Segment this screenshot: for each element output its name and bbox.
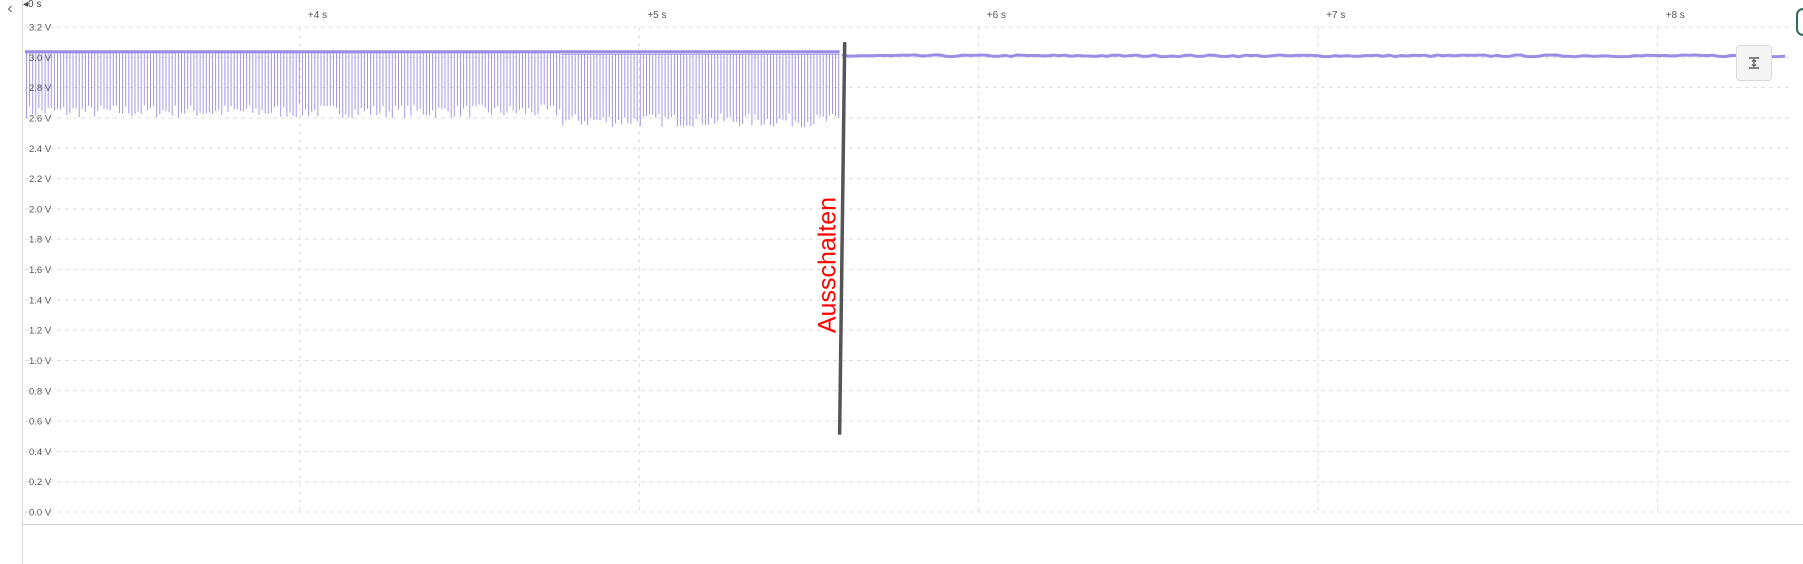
y-tick-label: 3.0 V [29,53,52,64]
series-layer [25,50,1786,128]
x-tick-label: +7 s [1326,10,1345,21]
x-tick-label: +6 s [987,10,1006,21]
y-tick-label: 0.0 V [29,508,52,519]
y-tick-label: 2.8 V [29,83,52,94]
plot-bottom-divider [22,524,1803,525]
y-tick-label: 2.6 V [29,113,52,124]
x-tick-label: +4 s [308,10,327,21]
panel-divider [22,0,23,564]
series-steady [841,53,1786,59]
fit-vertical-icon [1749,57,1759,69]
y-tick-label: 1.8 V [29,235,52,246]
y-tick-label: 0.6 V [29,417,52,428]
annotation-layer: Ausschalten [813,42,847,435]
y-tick-label: 2.4 V [29,144,52,155]
y-tick-label: 2.2 V [29,174,52,185]
fit-vertical-button[interactable] [1736,45,1772,81]
y-tick-label: 0.2 V [29,477,52,488]
y-tick-label: 3.2 V [29,23,52,34]
y-tick-label: 1.0 V [29,356,52,367]
y-tick-label: 1.6 V [29,265,52,276]
chevron-left-icon: ‹ [7,0,13,17]
y-tick-label: 0.8 V [29,386,52,397]
origin-label: ◂0 s [23,0,41,10]
annotation-line [837,42,847,435]
y-tick-label: 0.4 V [29,447,52,458]
y-axis: 3.2 V 3.0 V 2.8 V 2.6 V 2.4 V 2.2 V 2.0 V 1.8 V… [29,23,52,519]
series-burst [25,52,840,128]
side-panel-toggle[interactable] [1796,8,1803,36]
grid [25,26,1790,513]
x-tick-label: +5 s [647,10,666,21]
x-axis: +4 s +5 s +6 s +7 s +8 s ◂0 s [23,0,1685,21]
y-tick-label: 1.4 V [29,295,52,306]
back-button[interactable]: ‹ [0,0,20,18]
annotation-label: Ausschalten [813,197,841,333]
y-tick-label: 1.2 V [29,326,52,337]
x-tick-label: +8 s [1666,10,1685,21]
y-tick-label: 2.0 V [29,204,52,215]
